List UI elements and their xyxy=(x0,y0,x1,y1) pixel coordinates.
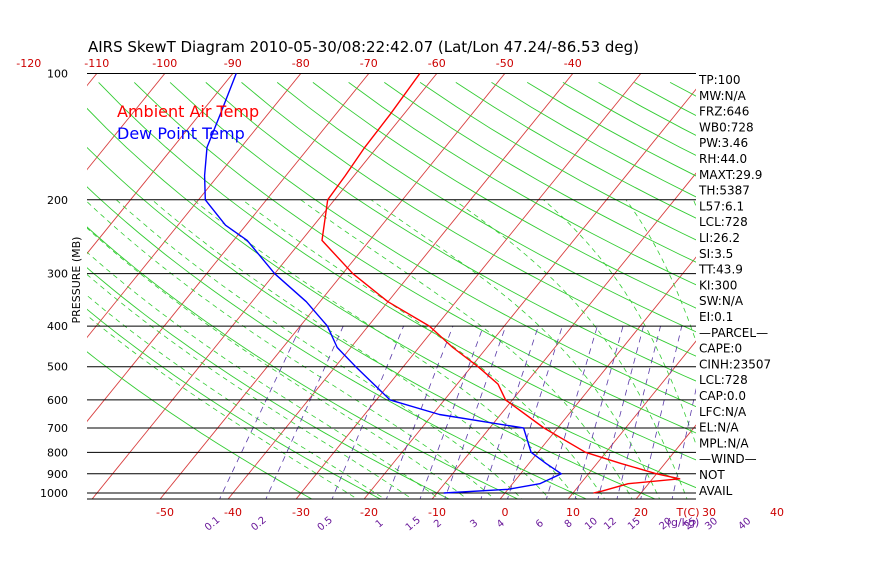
pressure-tick-label: 600 xyxy=(47,394,68,407)
index-label: TH:5387 xyxy=(698,184,750,198)
index-label: L57:6.1 xyxy=(699,199,744,213)
top-temp-tick-label: -110 xyxy=(84,57,109,70)
pressure-tick-label: 1000 xyxy=(40,487,68,500)
index-label: MAXT:29.9 xyxy=(699,168,762,182)
index-label: NOT xyxy=(699,468,725,482)
legend-ambient-air-temp: Ambient Air Temp xyxy=(117,102,259,121)
top-temp-tick-label: -80 xyxy=(292,57,310,70)
pressure-tick-label: 800 xyxy=(47,446,68,459)
top-temperature-axis: -120 -110 -100 -90 -80 -70 -60 -50 -40 xyxy=(16,57,581,70)
index-label: AVAIL xyxy=(699,484,733,498)
y-axis-label: PRESSURE (MB) xyxy=(70,237,83,324)
top-temp-tick-label: -60 xyxy=(428,57,446,70)
index-label: SI:3.5 xyxy=(699,247,733,261)
index-label: LI:26.2 xyxy=(699,231,740,245)
pressure-tick-label: 700 xyxy=(47,422,68,435)
index-label: PW:3.46 xyxy=(699,136,748,150)
index-label: CINH:23507 xyxy=(699,357,771,371)
top-temp-tick-label: -40 xyxy=(564,57,582,70)
index-label: TP:100 xyxy=(698,73,741,87)
mixing-ratio-unit-label: (g/kg) xyxy=(667,516,700,529)
bottom-temp-tick-label: -40 xyxy=(224,506,242,519)
bottom-temp-tick-label: 0 xyxy=(502,506,509,519)
index-label: LCL:728 xyxy=(699,373,748,387)
pressure-tick-label: 100 xyxy=(47,68,68,81)
bottom-temp-tick-label: 40 xyxy=(770,506,784,519)
chart-title: AIRS SkewT Diagram 2010-05-30/08:22:42.0… xyxy=(88,38,639,56)
index-label: FRZ:646 xyxy=(699,105,749,119)
index-label: CAPE:0 xyxy=(699,342,742,356)
top-temp-tick-label: -90 xyxy=(224,57,242,70)
pressure-tick-label: 500 xyxy=(47,361,68,374)
index-label: —PARCEL— xyxy=(699,326,768,340)
index-label: SW:N/A xyxy=(699,294,744,308)
legend-dew-point-temp: Dew Point Temp xyxy=(117,124,245,143)
index-label: —WIND— xyxy=(699,452,757,466)
index-label: EL:N/A xyxy=(699,421,739,435)
index-label: TT:43.9 xyxy=(698,263,743,277)
index-label: MPL:N/A xyxy=(699,436,749,450)
index-label: KI:300 xyxy=(699,278,737,292)
index-label: RH:44.0 xyxy=(699,152,747,166)
pressure-tick-label: 200 xyxy=(47,194,68,207)
pressure-tick-label: 900 xyxy=(47,468,68,481)
index-label: LCL:728 xyxy=(699,215,748,229)
pressure-tick-label: 400 xyxy=(47,320,68,333)
bottom-temp-tick-label: -30 xyxy=(292,506,310,519)
index-label: CAP:0.0 xyxy=(699,389,746,403)
index-label: LFC:N/A xyxy=(699,405,747,419)
top-temp-tick-label: -120 xyxy=(16,57,41,70)
pressure-tick-label: 300 xyxy=(47,268,68,281)
index-label: MW:N/A xyxy=(699,89,747,103)
top-temp-tick-label: -70 xyxy=(360,57,378,70)
top-temp-tick-label: -100 xyxy=(152,57,177,70)
top-temp-tick-label: -50 xyxy=(496,57,514,70)
bottom-temp-tick-label: -10 xyxy=(428,506,446,519)
index-label: WB0:728 xyxy=(699,120,754,134)
bottom-temp-tick-label: -20 xyxy=(360,506,378,519)
index-label: EI:0.1 xyxy=(699,310,733,324)
bottom-temp-tick-label: -50 xyxy=(156,506,174,519)
bottom-temp-tick-label: 10 xyxy=(566,506,580,519)
